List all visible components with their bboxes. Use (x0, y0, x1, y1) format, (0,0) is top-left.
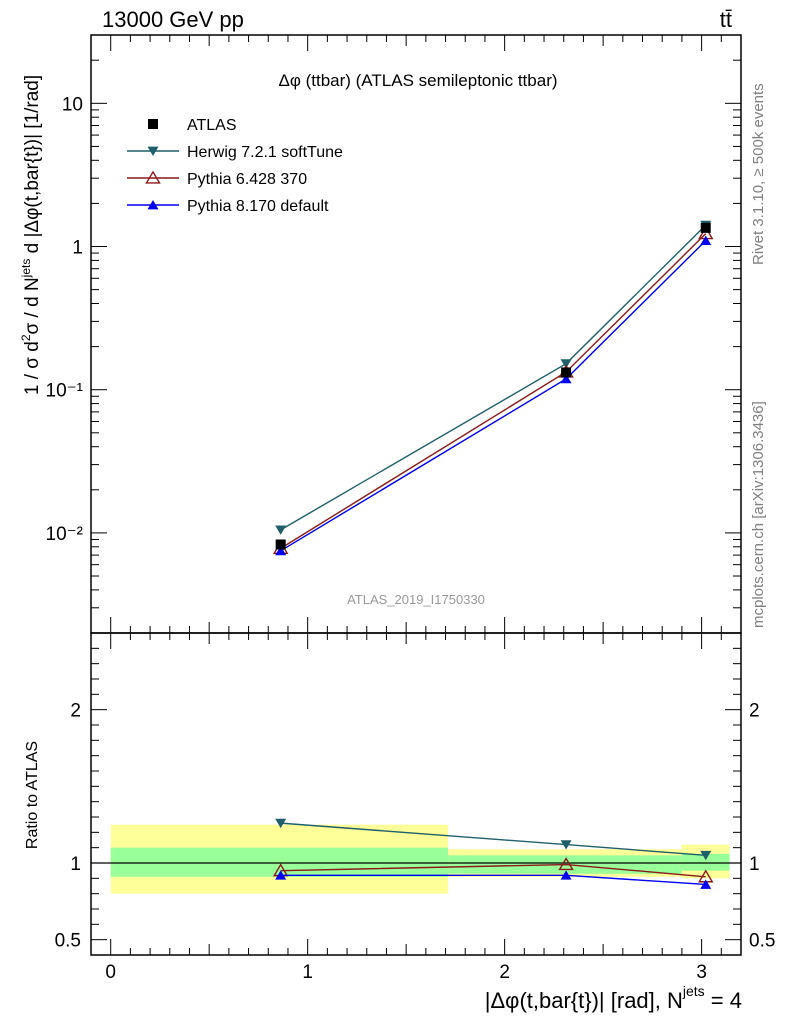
ratio-data-point (560, 870, 572, 880)
main-data-point (560, 373, 572, 384)
main-data-point (275, 525, 287, 535)
legend-marker (147, 146, 159, 156)
x-tick-label: 3 (696, 962, 707, 983)
main-panel: 10⁻² 10⁻¹ 1 10 Δφ (ttbar) (ATLAS semilepton… (19, 34, 742, 634)
main-series-group (275, 222, 711, 550)
main-data-point (700, 235, 712, 245)
ratio-panel: 0.5 0.5 1 1 2 2 0 1 2 3 Ratio to ATLAS |Δφ(t,bar{… (24, 632, 775, 1013)
process-label: tt̄ (720, 7, 732, 32)
ratio-data-point (558, 857, 574, 871)
main-axis-ticks: 10⁻² 10⁻¹ 1 10 (46, 34, 741, 634)
main-series-line (280, 224, 707, 531)
main-y-tick-label: 1 (72, 238, 83, 259)
ratio-inner-band (110, 847, 449, 877)
ratio-series-line (280, 863, 706, 878)
ratio-y-axis-label: Ratio to ATLAS (24, 741, 41, 849)
source-label: mcplots.cern.ch [arXiv:1306.3436] (750, 401, 767, 628)
ratio-data-point (560, 840, 572, 850)
ratio-y-tick-label-right: 1 (749, 854, 760, 875)
energy-label: 13000 GeV pp (102, 7, 244, 32)
ratio-series-group (275, 818, 712, 861)
ratio-y-tick-label-right: 0.5 (749, 931, 775, 952)
ratio-axis-ticks: 0.5 0.5 1 1 2 2 0 1 2 3 (55, 633, 775, 983)
ratio-bands (91, 824, 741, 894)
ratio-y-tick-label-left: 2 (70, 701, 81, 722)
analysis-label: ATLAS_2019_I1750330 (347, 592, 485, 607)
ratio-y-tick-label-left: 0.5 (55, 931, 81, 952)
plot-title: Δφ (ttbar) (ATLAS semileptonic ttbar) (278, 71, 557, 90)
main-data-point (275, 539, 286, 550)
x-tick-label: 1 (302, 962, 313, 983)
ratio-series-group (275, 870, 712, 889)
legend-marker (145, 170, 161, 184)
legend-label: Pythia 8.170 default (187, 198, 329, 215)
x-tick-label: 0 (105, 962, 116, 983)
main-y-tick-label: 10⁻¹ (46, 381, 84, 402)
ratio-data-point (275, 870, 287, 880)
x-axis-label: |Δφ(t,bar{t})| [rad], Njets = 4 (485, 983, 742, 1013)
main-data-point (561, 367, 572, 378)
legend-label: Pythia 6.428 370 (187, 171, 307, 188)
x-tick-label: 2 (499, 962, 510, 983)
ratio-data-point (700, 879, 712, 889)
rivet-label: Rivet 3.1.10, ≥ 500k events (750, 83, 767, 265)
main-series (272, 220, 714, 556)
ratio-y-tick-label-right: 2 (749, 701, 760, 722)
main-series-line (280, 240, 707, 552)
main-series-group (272, 226, 714, 555)
ratio-inner-band (681, 853, 730, 871)
ratio-data-point (700, 850, 712, 861)
ratio-y-tick-label-left: 1 (70, 854, 81, 875)
main-series-group (275, 235, 712, 556)
ratio-frame (90, 632, 742, 956)
ratio-series (272, 818, 714, 889)
ratio-data-point (275, 818, 287, 829)
main-y-axis-label: 1 / σ d2σ / d Njets d |Δφ(t,bar{t})| [1/… (19, 75, 43, 395)
main-data-point (275, 545, 287, 556)
main-data-point (700, 222, 711, 233)
main-y-tick-label: 10 (62, 94, 83, 115)
legend: ATLAS Herwig 7.2.1 softTune Pythia 6.428 3… (127, 117, 343, 215)
main-series-line (280, 233, 707, 549)
main-data-point (560, 359, 572, 369)
legend-label: Herwig 7.2.1 softTune (187, 144, 343, 161)
legend-label: ATLAS (187, 117, 237, 134)
legend-marker (147, 200, 159, 210)
legend-marker (148, 119, 158, 129)
main-y-tick-label: 10⁻² (46, 524, 84, 545)
main-series-group (275, 220, 712, 535)
